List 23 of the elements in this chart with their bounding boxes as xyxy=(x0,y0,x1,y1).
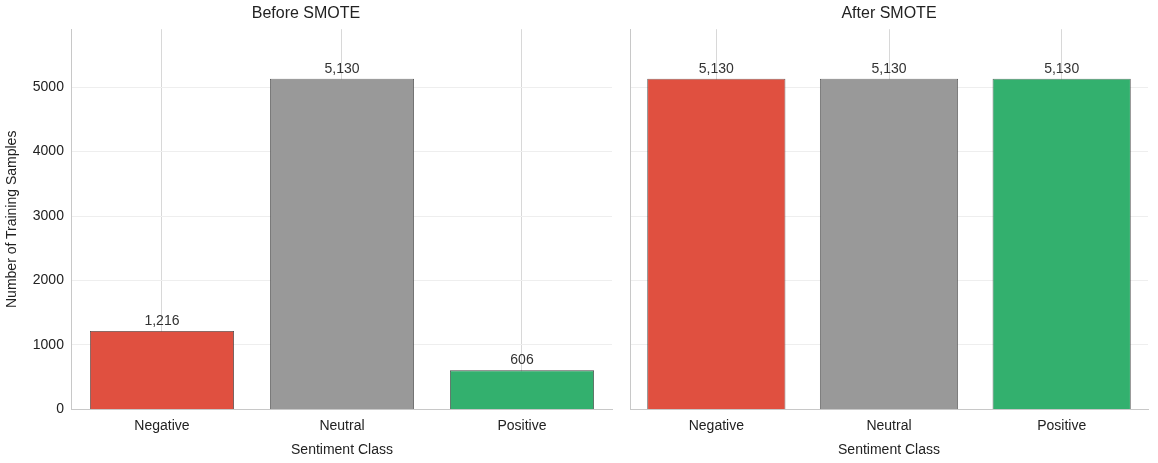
data-label: 5,130 xyxy=(1044,59,1080,76)
y-tick-label: 1000 xyxy=(32,335,65,352)
data-label: 5,130 xyxy=(698,59,735,76)
x-tick-label: Positive xyxy=(497,416,547,433)
x-tick-label: Negative xyxy=(134,416,190,433)
y-tick-label: 2000 xyxy=(32,271,65,288)
chart-title: After SMOTE xyxy=(841,4,937,22)
y-axis-title: Number of Training Samples xyxy=(3,130,20,309)
x-tick-label: Neutral xyxy=(866,416,912,433)
data-label: 5,130 xyxy=(871,59,907,76)
data-label: 606 xyxy=(510,351,534,368)
x-tick-label: Positive xyxy=(1037,416,1087,433)
x-axis-title: Sentiment Class xyxy=(291,441,393,458)
x-axis-title: Sentiment Class xyxy=(838,441,940,458)
y-tick-label: 3000 xyxy=(32,206,65,223)
y-tick-label: 5000 xyxy=(32,78,65,95)
data-label: 1,216 xyxy=(144,311,180,328)
data-label: 5,130 xyxy=(324,59,360,76)
chart-title: Before SMOTE xyxy=(251,4,361,22)
y-tick-label: 0 xyxy=(56,400,65,417)
x-tick-label: Negative xyxy=(688,416,745,433)
x-tick-label: Neutral xyxy=(319,416,365,433)
y-tick-label: 4000 xyxy=(32,142,65,159)
